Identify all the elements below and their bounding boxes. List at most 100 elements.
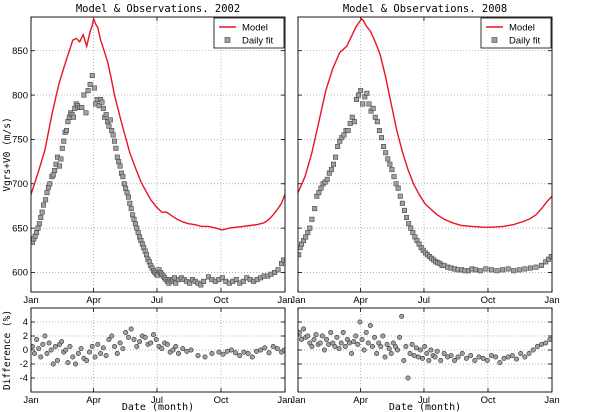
daily-fit-point — [351, 119, 357, 125]
difference-point — [493, 354, 499, 360]
daily-fit-point — [85, 88, 91, 94]
difference-point — [534, 343, 540, 349]
difference-point — [59, 339, 65, 345]
daily-fit-point — [81, 92, 87, 98]
x-tick-label: Oct — [481, 395, 496, 406]
difference-point — [340, 329, 346, 335]
daily-fit-point — [370, 105, 376, 111]
daily-fit-point — [399, 200, 405, 206]
difference-point — [407, 350, 413, 356]
difference-point — [459, 350, 465, 356]
daily-fit-point — [341, 132, 347, 138]
daily-fit-point — [500, 267, 506, 273]
difference-point — [188, 347, 194, 353]
x-tick-label: Jan — [544, 395, 559, 406]
difference-point — [150, 332, 156, 338]
data-layer — [31, 326, 285, 367]
daily-fit-point — [103, 112, 109, 118]
daily-fit-point — [347, 120, 353, 126]
daily-fit-point — [408, 225, 414, 231]
difference-point — [298, 330, 302, 335]
difference-point — [426, 357, 432, 363]
difference-point — [424, 350, 430, 356]
legend-label: Model — [242, 23, 268, 34]
difference-point — [476, 354, 482, 360]
daily-fit-point — [59, 145, 65, 151]
difference-point — [249, 354, 255, 360]
difference-point — [153, 336, 159, 342]
legend-label: Daily fit — [242, 36, 274, 47]
daily-fit-point — [198, 282, 204, 288]
daily-fit-point — [522, 266, 528, 272]
daily-fit-point — [52, 167, 58, 173]
difference-point — [75, 350, 81, 356]
daily-fit-point — [543, 259, 549, 265]
difference-point — [216, 349, 222, 355]
legend-label: Model — [509, 23, 535, 34]
difference-point — [403, 343, 409, 349]
difference-point — [184, 348, 190, 354]
difference-point — [137, 339, 143, 345]
y-tick-label: 850 — [12, 46, 28, 57]
daily-fit-point — [358, 88, 364, 94]
difference-point — [42, 333, 48, 339]
difference-point — [220, 351, 226, 357]
difference-point — [233, 350, 239, 356]
daily-fit-point — [472, 267, 478, 273]
x-tick-label: Jan — [23, 295, 38, 306]
daily-fit-point — [63, 128, 69, 134]
difference-point — [405, 375, 411, 381]
daily-fit-point — [281, 257, 285, 263]
daily-fit-point — [116, 159, 122, 165]
daily-fit-point — [233, 277, 239, 283]
difference-point — [114, 350, 120, 356]
daily-fit-point — [132, 221, 138, 227]
x-tick-label: Jul — [418, 395, 430, 406]
daily-fit-point — [477, 268, 483, 274]
difference-point — [543, 340, 549, 346]
difference-point — [409, 341, 415, 347]
daily-fit-point — [379, 135, 385, 141]
daily-fit-point — [353, 97, 359, 103]
difference-point — [522, 354, 528, 360]
daily-fit-point — [117, 163, 123, 169]
daily-fit-point — [324, 176, 330, 182]
difference-point — [374, 350, 380, 356]
difference-point — [170, 347, 176, 353]
daily-fit-point — [305, 230, 311, 236]
difference-point — [336, 346, 342, 352]
daily-fit-point — [303, 234, 309, 240]
difference-point — [258, 347, 264, 353]
daily-fit-point — [171, 275, 177, 281]
daily-fit-point — [135, 230, 141, 236]
daily-fit-point — [61, 138, 67, 144]
legend: Model Daily fit — [213, 17, 285, 49]
difference-point — [31, 344, 35, 349]
daily-fit-point — [356, 92, 362, 98]
difference-point — [128, 326, 134, 332]
daily-fit-point — [318, 185, 324, 191]
daily-fit-point — [109, 128, 115, 134]
daily-fit-point — [114, 154, 120, 160]
x-tick-label: Jan — [544, 295, 559, 306]
x-tick-label: Jan — [290, 395, 305, 406]
daily-fit-point — [381, 144, 387, 150]
daily-fit-point — [110, 132, 116, 138]
difference-point — [317, 340, 323, 346]
difference-point — [86, 349, 92, 355]
model-line — [31, 17, 285, 231]
y-tick-label: 700 — [12, 179, 28, 190]
daily-fit-point — [113, 145, 119, 151]
daily-fit-point — [240, 278, 246, 284]
daily-fit-point — [527, 265, 533, 271]
difference-point — [388, 350, 394, 356]
daily-fit-point — [385, 156, 391, 162]
difference-point — [434, 348, 440, 354]
daily-fit-point — [35, 225, 41, 231]
difference-point — [159, 346, 165, 352]
y-tick-label: 2 — [23, 331, 28, 342]
plot-frame — [30, 16, 286, 293]
difference-point — [63, 347, 69, 353]
difference-point — [432, 354, 438, 360]
difference-point — [266, 350, 272, 356]
